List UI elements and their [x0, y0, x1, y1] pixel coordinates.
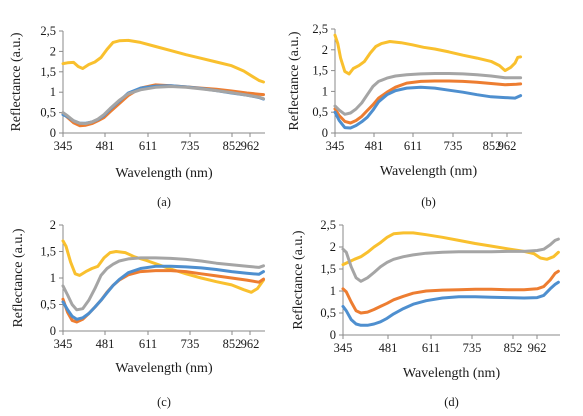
y-tick-label: 2 [50, 218, 56, 232]
y-tick-label: 0 [322, 126, 328, 140]
x-tick-label: 345 [326, 139, 345, 153]
x-tick-label: 735 [181, 139, 200, 153]
series-line-2 [61, 269, 265, 324]
y-tick-label: 2,5 [312, 22, 328, 36]
panel-label: (a) [157, 195, 171, 209]
x-tick-label: 481 [96, 337, 115, 351]
x-tick-label: 481 [96, 139, 115, 153]
x-tick-label: 852 [223, 139, 242, 153]
x-tick-label: 962 [528, 341, 547, 355]
series-line-2 [341, 269, 560, 315]
series-line-1 [341, 231, 560, 267]
y-axis-title: Reflectance (a.u.) [291, 230, 306, 329]
y-axis-title: Reflectance (a.u.) [9, 32, 24, 131]
panel-label: (b) [421, 195, 436, 209]
y-tick-label: 0,5 [40, 106, 56, 120]
x-tick-label: 481 [365, 139, 384, 153]
y-axis-title: Reflectance (a.u.) [287, 31, 302, 130]
y-tick-label: 0 [330, 328, 336, 342]
x-tick-label: 345 [334, 341, 353, 355]
y-tick-label: 2 [330, 240, 336, 254]
y-axis-title: Reflectance (a.u.) [11, 228, 26, 327]
x-tick-label: 611 [139, 337, 157, 351]
y-tick-label: 1,5 [40, 245, 56, 259]
y-tick-label: 2 [50, 44, 56, 58]
series-line-4 [341, 237, 560, 283]
x-tick-label: 611 [139, 139, 157, 153]
x-tick-label: 852 [483, 139, 502, 153]
y-tick-label: 0 [50, 126, 56, 140]
x-tick-label: 852 [223, 337, 242, 351]
series-line-1 [61, 239, 265, 294]
x-tick-label: 735 [181, 337, 200, 351]
y-tick-label: 2 [322, 43, 328, 57]
y-tick-label: 1 [330, 284, 336, 298]
series-line-1 [333, 33, 523, 76]
y-tick-label: 1,5 [40, 65, 56, 79]
chart-panel-c: 0 0,5 1 1,5 2 345 481 611 735 852 962 Wavelength (n… [11, 218, 265, 409]
y-tick-label: 1 [50, 271, 56, 285]
y-tick-label: 1 [322, 84, 328, 98]
y-tick-label: 1 [50, 85, 56, 99]
x-tick-label: 735 [463, 341, 482, 355]
x-axis-title: Wavelength (nm) [115, 361, 213, 376]
x-tick-label: 481 [379, 341, 398, 355]
x-tick-label: 962 [241, 139, 260, 153]
series-line-3 [333, 85, 523, 130]
panel-label: (c) [157, 395, 171, 409]
y-tick-label: 0 [50, 324, 56, 338]
x-tick-label: 852 [504, 341, 523, 355]
y-tick-label: 1,5 [320, 262, 336, 276]
series-line-4 [61, 256, 265, 312]
y-tick-label: 2,5 [40, 24, 56, 38]
panel-label: (d) [444, 395, 459, 409]
x-axis-title: Wavelength (nm) [115, 166, 213, 181]
series-line-4 [61, 85, 265, 126]
x-tick-label: 345 [54, 139, 73, 153]
x-tick-label: 611 [422, 341, 440, 355]
y-tick-label: 1,5 [312, 64, 328, 78]
x-tick-label: 735 [444, 139, 463, 153]
x-axis-title: Wavelength (nm) [403, 366, 501, 381]
x-tick-label: 611 [404, 139, 422, 153]
y-tick-label: 2,5 [320, 218, 336, 232]
x-tick-label: 962 [241, 337, 260, 351]
series-line-3 [61, 264, 265, 321]
chart-panel-d: 0 0,5 1 1,5 2 2,5 345 481 611 735 852 962 Wavelength… [291, 218, 560, 409]
y-tick-label: 0,5 [40, 298, 56, 312]
series-line-1 [61, 38, 265, 84]
x-tick-label: 962 [498, 139, 517, 153]
series-line-2 [61, 83, 265, 128]
series-line-2 [333, 79, 523, 125]
series-line-4 [333, 72, 523, 116]
y-tick-label: 0,5 [312, 105, 328, 119]
x-axis-title: Wavelength (nm) [380, 164, 478, 179]
y-tick-label: 0,5 [320, 306, 336, 320]
x-tick-label: 345 [54, 337, 73, 351]
chart-panel-a: 0 0,5 1 1,5 2 2,5 345 481 611 735 852 962 Wavelength… [9, 24, 265, 209]
series-line-3 [341, 280, 560, 327]
